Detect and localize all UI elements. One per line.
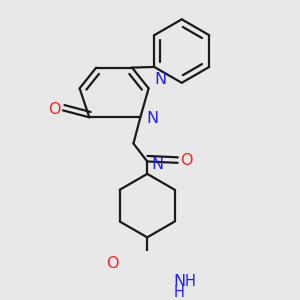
Text: O: O [48, 101, 61, 116]
Text: N: N [152, 157, 164, 172]
Text: H: H [173, 285, 184, 300]
Text: N: N [146, 111, 158, 126]
Text: O: O [180, 153, 193, 168]
Text: N: N [155, 72, 167, 87]
Text: O: O [106, 256, 119, 271]
Text: N: N [173, 274, 186, 289]
Text: H: H [184, 274, 195, 289]
